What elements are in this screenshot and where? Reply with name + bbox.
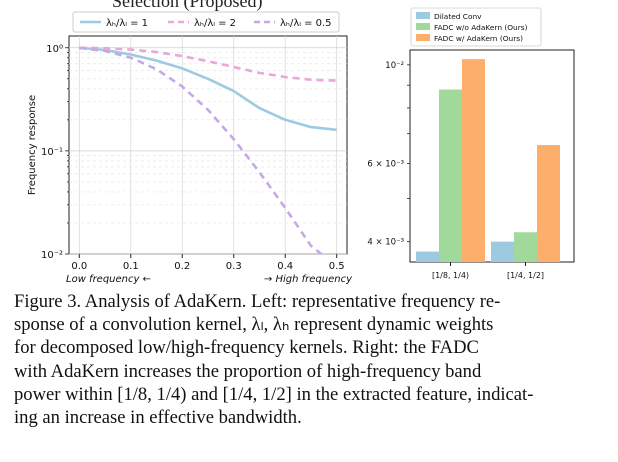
bar-2-series-2 bbox=[514, 232, 537, 262]
x-label-high-frequency: → High frequency bbox=[264, 274, 353, 285]
x-tick-label: 0.5 bbox=[329, 261, 345, 272]
legend-swatch-dilated bbox=[416, 12, 430, 19]
bar-1-series-2 bbox=[439, 89, 462, 263]
legend-label-dilated: Dilated Conv bbox=[434, 12, 482, 21]
caption-line: sponse of a convolution kernel, λₗ, λₕ r… bbox=[14, 314, 494, 336]
legend-swatch-wo-adakern bbox=[416, 23, 430, 30]
caption-line: power within [1/8, 1/4) and [1/4, 1/2] i… bbox=[14, 383, 534, 405]
right-legend-box bbox=[410, 7, 542, 47]
legend-label-ratio-2: λₕ/λₗ = 2 bbox=[194, 18, 236, 29]
left-y-axis-label: Frequency response bbox=[27, 95, 38, 195]
right-bar-chart: [1/8, 1/4) [1/4, 1/2] 10⁻² 6 × 10⁻³ 4 × 10⁻³… bbox=[367, 7, 575, 280]
series-line-2 bbox=[79, 46, 337, 82]
caption-line: for decomposed low/high-frequency kernel… bbox=[14, 337, 479, 359]
caption-line: ing an increase in effective bandwidth. bbox=[14, 407, 302, 429]
right-legend: Dilated Conv FADC w/o AdaKern (Ours) FAD… bbox=[410, 7, 542, 47]
left-frequency-chart: 0.0 0.1 0.2 0.3 0.4 0.5 10⁰ 10⁻¹ 10⁻² Frequency … bbox=[27, 11, 353, 285]
legend-label-w-adakern: FADC w/ AdaKern (Ours) bbox=[434, 34, 523, 43]
y-tick-label: 10⁻² bbox=[41, 250, 63, 261]
legend-label-wo-adakern: FADC w/o AdaKern (Ours) bbox=[434, 23, 528, 32]
left-series-lines bbox=[79, 46, 337, 256]
left-grid bbox=[69, 36, 347, 255]
figure-canvas: 0.0 0.1 0.2 0.3 0.4 0.5 10⁰ 10⁻¹ 10⁻² Frequency … bbox=[27, 7, 575, 285]
x-tick-label: 0.1 bbox=[123, 261, 139, 272]
category-label: [1/4, 1/2] bbox=[507, 271, 544, 280]
figure-caption: Figure 3. Analysis of AdaKern. Left: rep… bbox=[14, 290, 606, 429]
caption-line: with AdaKern increases the proportion of… bbox=[14, 360, 482, 382]
top-text-fragment: Selection (Proposed) bbox=[112, 0, 263, 11]
x-tick-label: 0.0 bbox=[71, 261, 87, 272]
x-tick-label: 0.3 bbox=[226, 261, 242, 272]
legend-swatch-w-adakern bbox=[416, 34, 430, 41]
legend-label-ratio-05: λₕ/λₗ = 0.5 bbox=[280, 18, 332, 29]
y-tick-label: 10⁰ bbox=[46, 44, 63, 55]
y-tick-label: 4 × 10⁻³ bbox=[367, 238, 404, 248]
series-line-3 bbox=[79, 46, 323, 256]
y-tick-label: 6 × 10⁻³ bbox=[367, 159, 404, 169]
bar-2-series-1 bbox=[491, 241, 514, 262]
right-bars bbox=[416, 59, 560, 263]
bar-1-series-3 bbox=[462, 59, 485, 262]
category-label: [1/8, 1/4) bbox=[432, 271, 469, 280]
left-legend-box bbox=[72, 11, 340, 33]
legend-label-ratio-1: λₕ/λₗ = 1 bbox=[106, 18, 148, 29]
bar-2-series-3 bbox=[537, 145, 560, 262]
x-tick-label: 0.2 bbox=[174, 261, 190, 272]
caption-line: Figure 3. Analysis of AdaKern. Left: rep… bbox=[14, 291, 501, 312]
right-tick-labels: [1/8, 1/4) [1/4, 1/2] 10⁻² 6 × 10⁻³ 4 × 10⁻³ bbox=[367, 61, 544, 280]
left-plot-frame bbox=[68, 35, 348, 255]
y-tick-label: 10⁻¹ bbox=[41, 147, 63, 158]
bar-1-series-1 bbox=[416, 251, 439, 262]
left-tick-labels: 0.0 0.1 0.2 0.3 0.4 0.5 10⁰ 10⁻¹ 10⁻² bbox=[41, 44, 345, 272]
x-label-low-frequency: Low frequency ← bbox=[66, 274, 151, 285]
x-tick-label: 0.4 bbox=[277, 261, 293, 272]
y-tick-label: 10⁻² bbox=[385, 61, 404, 71]
left-legend: λₕ/λₗ = 1 λₕ/λₗ = 2 λₕ/λₗ = 0.5 bbox=[72, 11, 340, 33]
series-line-1 bbox=[79, 46, 337, 132]
